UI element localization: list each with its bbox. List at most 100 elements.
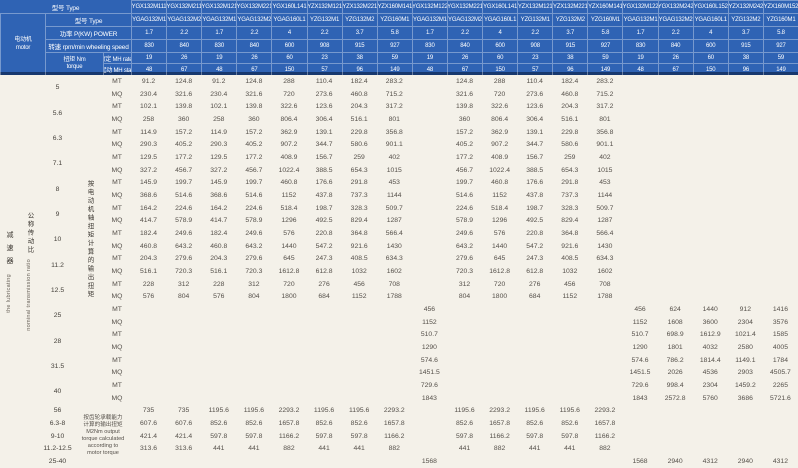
torque-cell: 322.6 xyxy=(280,103,298,111)
torque-cell: 2940 xyxy=(737,458,753,466)
torque-cell: 547.2 xyxy=(526,242,544,250)
torque-cell: 3686 xyxy=(737,394,753,402)
header-cell-power: 2.2 xyxy=(236,26,272,39)
mt-label: MT xyxy=(112,306,122,314)
header-cell-power: 2.2 xyxy=(657,26,693,39)
torque-cell: 362.9 xyxy=(491,128,509,136)
mh-rated-label: 额定 MH rated xyxy=(103,52,131,63)
torque-cell: 4005 xyxy=(772,344,788,352)
header-cell-models_x: YGX132M221 xyxy=(446,0,483,13)
torque-cell: 852.6 xyxy=(455,420,473,428)
torque-cell: 182.4 xyxy=(140,229,158,237)
header-cell-mh_start: 57 xyxy=(306,63,342,75)
header-cell-power: 1.7 xyxy=(411,26,447,39)
header-cell-models_x: YZX132M221 xyxy=(552,0,588,13)
ratio-cell: 11.2 xyxy=(51,261,64,269)
torque-cell: 360 xyxy=(458,115,471,123)
mt-label: MT xyxy=(112,128,122,136)
torque-cell: 576 xyxy=(493,229,506,237)
torque-cell: 224.6 xyxy=(175,204,193,212)
torque-cell: 804 xyxy=(458,293,471,301)
torque-cell: 2903 xyxy=(737,369,753,377)
torque-cell: 1801 xyxy=(667,344,683,352)
torque-cell: 2293.2 xyxy=(383,407,405,415)
header-cell-speed: 600 xyxy=(692,39,728,52)
header-cell-speed: 840 xyxy=(657,39,693,52)
header-cell-power: 4 xyxy=(692,26,728,39)
torque-cell: 456.7 xyxy=(245,166,263,174)
torque-cell: 698.9 xyxy=(666,331,684,339)
torque-cell: 402 xyxy=(599,153,611,161)
torque-cell: 368.6 xyxy=(210,191,228,199)
torque-cell: 414.7 xyxy=(140,217,158,225)
mq-label: MQ xyxy=(111,166,123,174)
header-cell-mh_start: 96 xyxy=(341,63,377,75)
torque-cell: 516.1 xyxy=(561,115,579,123)
header-cell-models_g: YZG132M1 xyxy=(306,13,342,26)
torque-cell: 514.6 xyxy=(175,191,193,199)
header-cell-models_g: YZG132M2 xyxy=(727,13,763,26)
torque-cell: 408.5 xyxy=(350,255,368,263)
torque-cell: 806.4 xyxy=(491,115,509,123)
torque-cell: 220.8 xyxy=(315,229,333,237)
header-cell-power: 5.8 xyxy=(762,26,798,39)
torque-cell: 408.5 xyxy=(561,255,579,263)
torque-cell: 1296 xyxy=(281,217,297,225)
header-cell-mh_start: 57 xyxy=(517,63,553,75)
torque-cell: 456.7 xyxy=(175,166,193,174)
torque-cell: 1287 xyxy=(597,217,613,225)
torque-cell: 124.8 xyxy=(175,77,193,85)
torque-cell: 1843 xyxy=(421,394,437,402)
torque-cell: 1152 xyxy=(281,191,297,199)
torque-cell: 437.8 xyxy=(526,191,544,199)
header-cell-speed: 908 xyxy=(306,39,342,52)
torque-cell: 317.2 xyxy=(596,103,614,111)
header-cell-models_x: YGX132M122 xyxy=(411,0,447,13)
mh-start-label: 起动 MH start xyxy=(103,63,131,75)
torque-cell: 306.4 xyxy=(315,115,333,123)
torque-cell: 139.1 xyxy=(315,128,333,136)
header-cell-power: 2.2 xyxy=(517,26,553,39)
torque-cell: 198.7 xyxy=(315,204,333,212)
header-cell-models_x: YGX132M121 xyxy=(201,0,237,13)
ratio-cell: 6.3 xyxy=(52,134,63,142)
torque-cell: 684 xyxy=(529,293,541,301)
motor-label-en: motor xyxy=(15,44,31,51)
torque-cell: 441 xyxy=(248,445,260,453)
torque-cell: 414.7 xyxy=(210,217,228,225)
header-cell-mh_rated: 60 xyxy=(271,52,307,63)
torque-cell: 612.8 xyxy=(526,267,544,275)
header-cell-models_x: YGX132M221 xyxy=(236,0,272,13)
torque-cell: 1612.8 xyxy=(489,267,510,275)
header-cell-models_g: YGAG132M1 xyxy=(201,13,237,26)
mq-label: MQ xyxy=(111,344,123,352)
torque-cell: 1602 xyxy=(386,267,402,275)
header-cell-models_g: YZG132M2 xyxy=(552,13,588,26)
torque-cell: 1602 xyxy=(597,267,613,275)
header-cell-power: 1.7 xyxy=(201,26,237,39)
header-cell-mh_rated: 38 xyxy=(552,52,588,63)
motor-label-cn: 电动机 xyxy=(14,37,32,44)
torque-cell: 224.6 xyxy=(245,204,263,212)
torque-cell: 2572.8 xyxy=(664,394,686,402)
torque-cell: 580.6 xyxy=(350,141,368,149)
torque-cell: 643.2 xyxy=(455,242,473,250)
torque-cell: 110.4 xyxy=(315,77,333,85)
header-cell-mh_rated: 38 xyxy=(727,52,763,63)
torque-cell: 801 xyxy=(388,115,400,123)
mq-label: MQ xyxy=(111,267,123,275)
torque-cell: 882 xyxy=(283,445,295,453)
mt-label: MT xyxy=(112,103,122,111)
torque-cell: 306.4 xyxy=(526,115,544,123)
torque-cell: 1416 xyxy=(772,306,788,314)
torque-cell: 4312 xyxy=(772,458,788,466)
torque-cell: 290.3 xyxy=(210,141,228,149)
torque-label-en: torque xyxy=(66,64,83,70)
torque-cell: 921.6 xyxy=(561,242,579,250)
torque-cell: 460.8 xyxy=(140,242,158,250)
torque-cell: 5721.6 xyxy=(770,394,791,402)
header-cell-mh_start: 150 xyxy=(271,63,307,75)
torque-cell: 804 xyxy=(248,293,260,301)
torque-cell: 156.7 xyxy=(526,153,544,161)
torque-cell: 164.2 xyxy=(210,204,228,212)
